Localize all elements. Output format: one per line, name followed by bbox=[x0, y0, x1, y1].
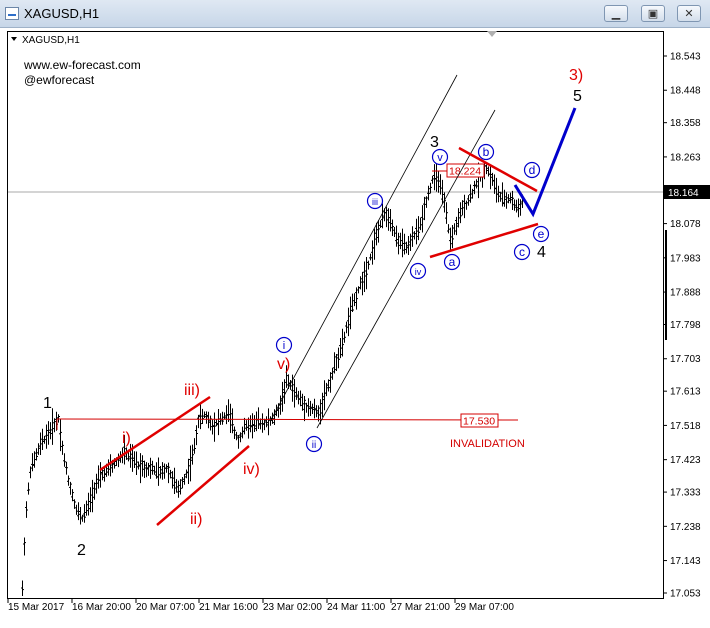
price-axis-label: 17.798 bbox=[670, 320, 701, 331]
triangle-lower-trendline bbox=[429, 222, 539, 259]
minimize-button[interactable]: ▁ bbox=[604, 5, 628, 22]
circle-label-c: c bbox=[513, 243, 531, 261]
price-axis-label: 18.263 bbox=[670, 152, 701, 163]
chart-area[interactable]: XAGUSD,H1 www.ew-forecast.com @ewforecas… bbox=[0, 28, 710, 623]
price-axis-label: 18.543 bbox=[670, 52, 701, 63]
channel-lower-line bbox=[316, 109, 496, 429]
time-axis-label: 27 Mar 21:00 bbox=[391, 602, 450, 613]
time-axis-label: 20 Mar 07:00 bbox=[136, 602, 195, 613]
watermark-handle: @ewforecast bbox=[24, 73, 95, 87]
channel-upper-line bbox=[270, 74, 458, 421]
circle-label-b-text: b bbox=[483, 145, 490, 159]
wave-label-i-paren: i) bbox=[122, 430, 131, 447]
time-axis-label: 23 Mar 02:00 bbox=[263, 602, 322, 613]
time-axis-label: 15 Mar 2017 bbox=[8, 602, 65, 613]
invalidation-level-line bbox=[56, 418, 519, 421]
circle-label-iv: iv bbox=[409, 262, 427, 280]
price-axis-label: 18.358 bbox=[670, 118, 701, 129]
price-axis-label: 17.333 bbox=[670, 488, 701, 499]
close-button[interactable]: ✕ bbox=[677, 5, 701, 22]
wave-label-4: 4 bbox=[537, 244, 546, 261]
price-axis-label: 17.143 bbox=[670, 556, 701, 567]
circle-label-c-text: c bbox=[519, 245, 525, 259]
price-axis: 18.543 18.448 18.358 18.263 18.164 18.078 17.9… bbox=[663, 52, 701, 600]
price-axis-label: 17.613 bbox=[670, 387, 701, 398]
circle-label-ii: ii bbox=[305, 435, 323, 453]
plot-frame bbox=[7, 31, 664, 599]
price-axis-label: 17.423 bbox=[670, 455, 701, 466]
time-axis-label: 29 Mar 07:00 bbox=[455, 602, 514, 613]
time-axis: 15 Mar 2017 16 Mar 20:00 20 Mar 07:00 21 Ma… bbox=[7, 599, 514, 613]
high-level-label: 18.224 bbox=[449, 166, 481, 178]
circle-label-a-text: a bbox=[449, 255, 456, 269]
price-axis-label: 18.078 bbox=[670, 219, 701, 230]
maximize-button[interactable]: ▣ bbox=[641, 5, 665, 22]
wave-5-projection bbox=[513, 107, 577, 218]
invalidation-level-box bbox=[460, 413, 499, 428]
circle-label-e: e bbox=[532, 225, 550, 243]
invalidation-text: INVALIDATION bbox=[450, 438, 525, 450]
wave-label-ii-paren: ii) bbox=[190, 511, 202, 528]
wave-label-v-paren: v) bbox=[277, 356, 290, 373]
circle-label-v-text: v bbox=[437, 152, 443, 164]
wave-label-2: 2 bbox=[77, 542, 86, 559]
price-axis-label: 17.053 bbox=[670, 589, 701, 600]
circle-label-a: a bbox=[443, 253, 461, 271]
time-axis-label: 21 Mar 16:00 bbox=[199, 602, 258, 613]
current-price-tag-bg bbox=[664, 185, 710, 199]
wave-label-iv-paren: iv) bbox=[243, 461, 260, 478]
circle-label-i: i bbox=[275, 336, 293, 354]
invalidation-level-label: 17.530 bbox=[463, 416, 495, 428]
wave-label-1: 1 bbox=[43, 395, 52, 412]
wave-label-3-paren: 3) bbox=[569, 67, 583, 84]
circle-label-ii-text: ii bbox=[312, 440, 316, 451]
price-axis-label: 17.238 bbox=[670, 522, 701, 533]
time-axis-label: 24 Mar 11:00 bbox=[327, 602, 386, 613]
circle-label-iv-text: iv bbox=[415, 267, 422, 277]
wave-label-5: 5 bbox=[573, 88, 582, 105]
circle-label-d-text: d bbox=[529, 163, 536, 177]
price-axis-label: 18.448 bbox=[670, 86, 701, 97]
triangle-upper-trendline bbox=[458, 146, 538, 193]
chart-symbol-label: XAGUSD,H1 bbox=[22, 35, 80, 46]
circle-label-b: b bbox=[477, 143, 495, 161]
window-title: XAGUSD,H1 bbox=[24, 6, 100, 21]
circle-label-d: d bbox=[523, 161, 541, 179]
symbol-dropdown-icon[interactable] bbox=[11, 37, 17, 41]
circle-label-i-text: i bbox=[283, 340, 285, 352]
circle-label-v: v bbox=[431, 148, 449, 166]
high-level-box bbox=[446, 163, 485, 178]
price-bars bbox=[21, 161, 524, 596]
circle-label-e-text: e bbox=[538, 227, 545, 241]
price-axis-label: 17.983 bbox=[670, 253, 701, 264]
wedge-lower-trendline bbox=[156, 445, 250, 526]
circle-label-iii-text: iii bbox=[372, 197, 378, 207]
wedge-upper-trendline bbox=[99, 395, 211, 472]
circle-label-iii: iii bbox=[366, 192, 384, 210]
chart-shift-marker bbox=[487, 31, 497, 37]
wave-label-iii-paren: iii) bbox=[184, 382, 200, 399]
window-titlebar: XAGUSD,H1 ▁ ▣ ✕ bbox=[0, 0, 710, 28]
price-axis-label: 17.703 bbox=[670, 354, 701, 365]
wave-label-3: 3 bbox=[430, 134, 439, 151]
price-axis-label: 17.518 bbox=[670, 421, 701, 432]
chart-window-icon bbox=[5, 7, 19, 20]
watermark-site: www.ew-forecast.com bbox=[23, 58, 141, 72]
time-axis-label: 16 Mar 20:00 bbox=[72, 602, 131, 613]
price-axis-label: 17.888 bbox=[670, 288, 701, 299]
current-price-tag: 18.164 bbox=[668, 188, 699, 199]
